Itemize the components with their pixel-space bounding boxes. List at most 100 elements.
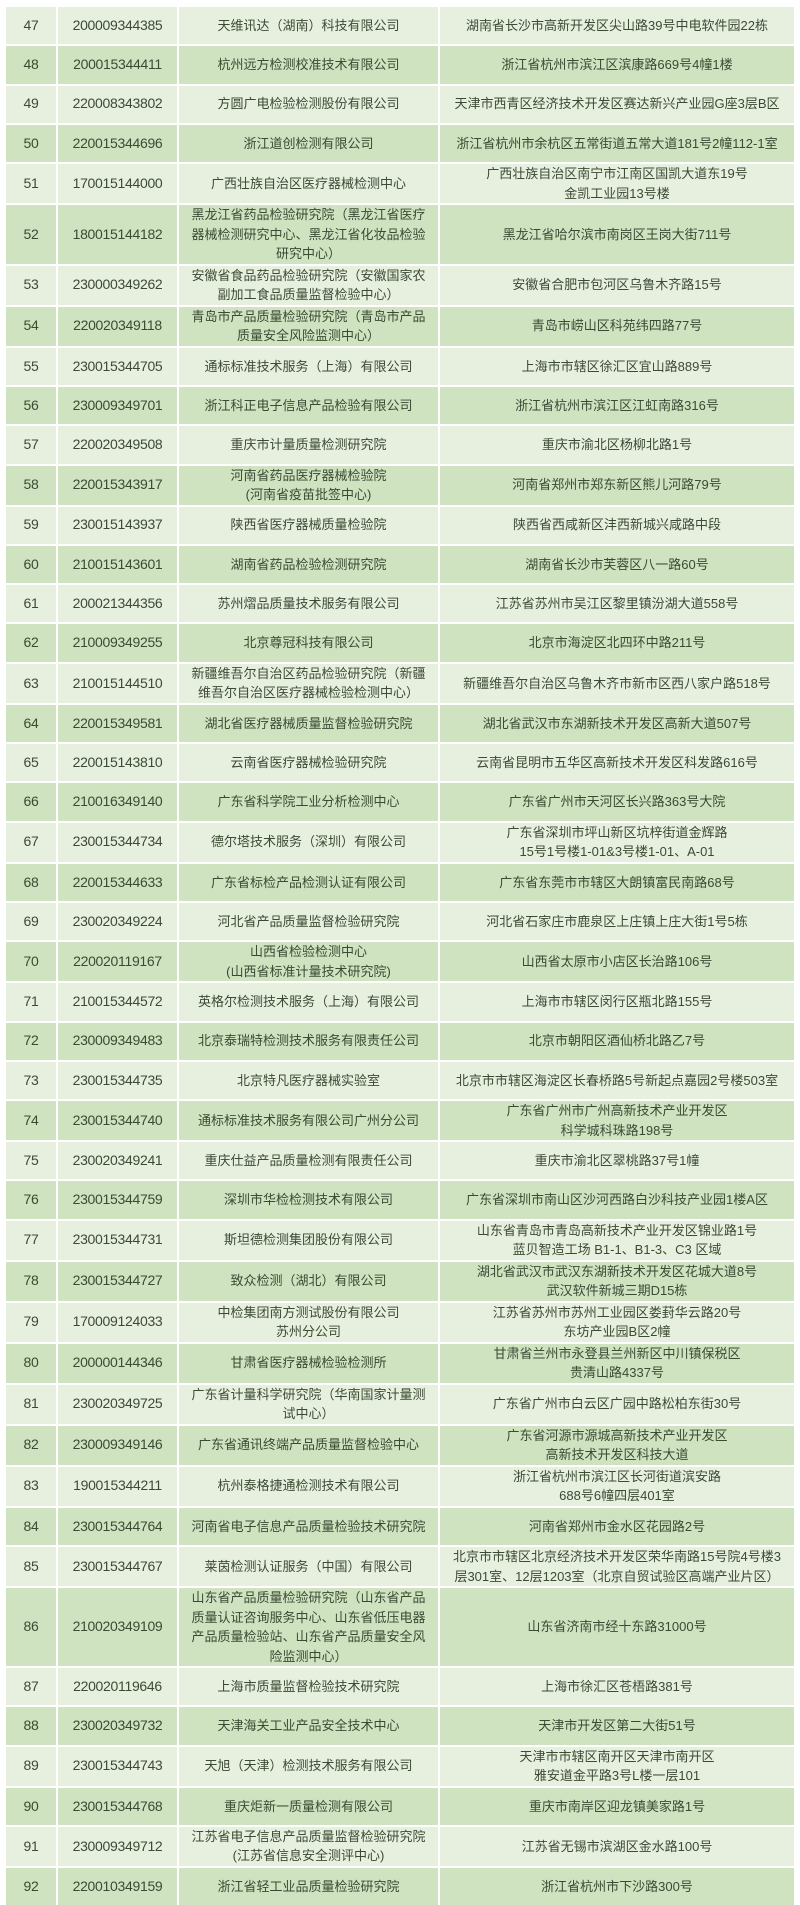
registration-code: 230009349701 bbox=[58, 386, 177, 425]
row-number: 52 bbox=[6, 205, 56, 264]
registration-code: 220015344696 bbox=[58, 124, 177, 163]
institution-name: 山西省检验检测中心 (山西省标准计量技术研究院) bbox=[179, 942, 438, 982]
row-number: 60 bbox=[6, 545, 56, 584]
registration-code: 220008343802 bbox=[58, 85, 177, 123]
institution-name: 方圆广电检验检测股份有限公司 bbox=[179, 85, 438, 123]
institution-name: 重庆市计量质量检测研究院 bbox=[179, 426, 438, 464]
institution-name: 天旭（天津）检测技术服务有限公司 bbox=[179, 1746, 438, 1786]
institution-name: 重庆炬新一质量检测有限公司 bbox=[179, 1787, 438, 1825]
institution-name: 湖北省医疗器械质量监督检验研究院 bbox=[179, 704, 438, 743]
institution-name: 重庆仕益产品质量检测有限责任公司 bbox=[179, 1142, 438, 1180]
registration-code: 200015344411 bbox=[58, 46, 177, 84]
row-number: 61 bbox=[6, 585, 56, 623]
institution-address: 广东省东莞市市辖区大朗镇富民南路68号 bbox=[440, 863, 794, 901]
registration-code: 220015343917 bbox=[58, 465, 177, 505]
registration-code: 180015144182 bbox=[58, 205, 177, 264]
row-number: 88 bbox=[6, 1707, 56, 1745]
row-number: 71 bbox=[6, 983, 56, 1021]
registration-code: 230015344727 bbox=[58, 1261, 177, 1301]
institution-address: 浙江省杭州市余杭区五常街道五常大道181号2幢112-1室 bbox=[440, 124, 794, 163]
institution-name: 浙江省轻工业品质量检验研究院 bbox=[179, 1867, 438, 1905]
row-number: 87 bbox=[6, 1668, 56, 1706]
institution-address: 北京市朝阳区酒仙桥北路乙7号 bbox=[440, 1022, 794, 1060]
row-number: 78 bbox=[6, 1261, 56, 1301]
institution-address: 重庆市渝北区杨柳北路1号 bbox=[440, 426, 794, 464]
institution-name: 莱茵检测认证服务（中国）有限公司 bbox=[179, 1547, 438, 1587]
row-number: 47 bbox=[6, 7, 56, 45]
registration-code: 220010349159 bbox=[58, 1867, 177, 1905]
row-number: 58 bbox=[6, 465, 56, 505]
institution-name: 陕西省医疗器械质量检验院 bbox=[179, 506, 438, 544]
institution-address: 浙江省杭州市滨江区江虹南路316号 bbox=[440, 386, 794, 425]
row-number: 74 bbox=[6, 1101, 56, 1141]
institution-address: 山西省太原市小店区长治路106号 bbox=[440, 942, 794, 982]
institution-address: 上海市市辖区闵行区瓶北路155号 bbox=[440, 983, 794, 1021]
institution-address: 甘肃省兰州市永登县兰州新区中川镇保税区 贵清山路4337号 bbox=[440, 1343, 794, 1383]
row-number: 63 bbox=[6, 663, 56, 703]
registration-code: 230015344731 bbox=[58, 1220, 177, 1260]
institution-address: 浙江省杭州市下沙路300号 bbox=[440, 1867, 794, 1905]
institution-name: 中检集团南方测试股份有限公司 苏州分公司 bbox=[179, 1302, 438, 1342]
registration-code: 220020119646 bbox=[58, 1668, 177, 1706]
registration-code: 230015344743 bbox=[58, 1746, 177, 1786]
institution-name: 天维讯达（湖南）科技有限公司 bbox=[179, 7, 438, 45]
registration-code: 230015344740 bbox=[58, 1101, 177, 1141]
row-number: 91 bbox=[6, 1826, 56, 1866]
registration-code: 230015344764 bbox=[58, 1507, 177, 1546]
row-number: 67 bbox=[6, 822, 56, 862]
institution-name: 广东省计量科学研究院（华南国家计量测 试中心） bbox=[179, 1384, 438, 1424]
row-number: 79 bbox=[6, 1302, 56, 1342]
institution-address: 广东省广州市天河区长兴路363号大院 bbox=[440, 783, 794, 821]
lab-list-table: 47 200009344385 天维讯达（湖南）科技有限公司 湖南省长沙市高新开… bbox=[6, 7, 794, 1905]
institution-name: 天津海关工业产品安全技术中心 bbox=[179, 1707, 438, 1745]
registration-code: 230015344705 bbox=[58, 347, 177, 385]
institution-name: 浙江科正电子信息产品检验有限公司 bbox=[179, 386, 438, 425]
institution-name: 广东省通讯终端产品质量监督检验中心 bbox=[179, 1425, 438, 1465]
registration-code: 210009349255 bbox=[58, 624, 177, 662]
institution-name: 河南省电子信息产品质量检验技术研究院 bbox=[179, 1507, 438, 1546]
row-number: 62 bbox=[6, 624, 56, 662]
institution-name: 斯坦德检测集团股份有限公司 bbox=[179, 1220, 438, 1260]
row-number: 53 bbox=[6, 265, 56, 305]
registration-code: 170009124033 bbox=[58, 1302, 177, 1342]
row-number: 76 bbox=[6, 1181, 56, 1219]
registration-code: 170015144000 bbox=[58, 164, 177, 204]
institution-name: 致众检测（湖北）有限公司 bbox=[179, 1261, 438, 1301]
institution-address: 天津市西青区经济技术开发区赛达新兴产业园G座3层B区 bbox=[440, 85, 794, 123]
row-number: 51 bbox=[6, 164, 56, 204]
row-number: 55 bbox=[6, 347, 56, 385]
institution-address: 广东省深圳市南山区沙河西路白沙科技产业园1楼A区 bbox=[440, 1181, 794, 1219]
institution-address: 广东省广州市白云区广园中路松柏东街30号 bbox=[440, 1384, 794, 1424]
row-number: 68 bbox=[6, 863, 56, 901]
institution-name: 通标标准技术服务（上海）有限公司 bbox=[179, 347, 438, 385]
registration-code: 210016349140 bbox=[58, 783, 177, 821]
row-number: 70 bbox=[6, 942, 56, 982]
row-number: 49 bbox=[6, 85, 56, 123]
institution-name: 云南省医疗器械检验研究院 bbox=[179, 744, 438, 782]
institution-address: 新疆维吾尔自治区乌鲁木齐市新市区西八家户路518号 bbox=[440, 663, 794, 703]
registration-code: 230015344768 bbox=[58, 1787, 177, 1825]
row-number: 80 bbox=[6, 1343, 56, 1383]
institution-address: 浙江省杭州市滨江区长河街道滨安路 688号6幢四层401室 bbox=[440, 1466, 794, 1506]
institution-address: 江苏省苏州市吴江区黎里镇汾湖大道558号 bbox=[440, 585, 794, 623]
row-number: 85 bbox=[6, 1547, 56, 1587]
institution-name: 浙江道创检测有限公司 bbox=[179, 124, 438, 163]
institution-address: 湖北省武汉市东湖新技术开发区高新大道507号 bbox=[440, 704, 794, 743]
institution-address: 浙江省杭州市滨江区滨康路669号4幢1楼 bbox=[440, 46, 794, 84]
institution-name: 北京尊冠科技有限公司 bbox=[179, 624, 438, 662]
institution-address: 黑龙江省哈尔滨市南岗区王岗大街711号 bbox=[440, 205, 794, 264]
registration-code: 230015344734 bbox=[58, 822, 177, 862]
institution-address: 山东省青岛市青岛高新技术产业开发区锦业路1号 蓝贝智造工场 B1-1、B1-3、… bbox=[440, 1220, 794, 1260]
registration-code: 220020349118 bbox=[58, 306, 177, 346]
registration-code: 230020349732 bbox=[58, 1707, 177, 1745]
institution-address: 山东省济南市经十东路31000号 bbox=[440, 1588, 794, 1667]
row-number: 54 bbox=[6, 306, 56, 346]
registration-code: 230020349241 bbox=[58, 1142, 177, 1180]
institution-name: 杭州泰格捷通检测技术有限公司 bbox=[179, 1466, 438, 1506]
registration-code: 230000349262 bbox=[58, 265, 177, 305]
institution-address: 广东省广州市广州高新技术产业开发区 科学城科珠路198号 bbox=[440, 1101, 794, 1141]
institution-address: 湖南省长沙市芙蓉区八一路60号 bbox=[440, 545, 794, 584]
institution-address: 青岛市崂山区科苑纬四路77号 bbox=[440, 306, 794, 346]
institution-address: 上海市徐汇区苍梧路381号 bbox=[440, 1668, 794, 1706]
institution-name: 上海市质量监督检验技术研究院 bbox=[179, 1668, 438, 1706]
